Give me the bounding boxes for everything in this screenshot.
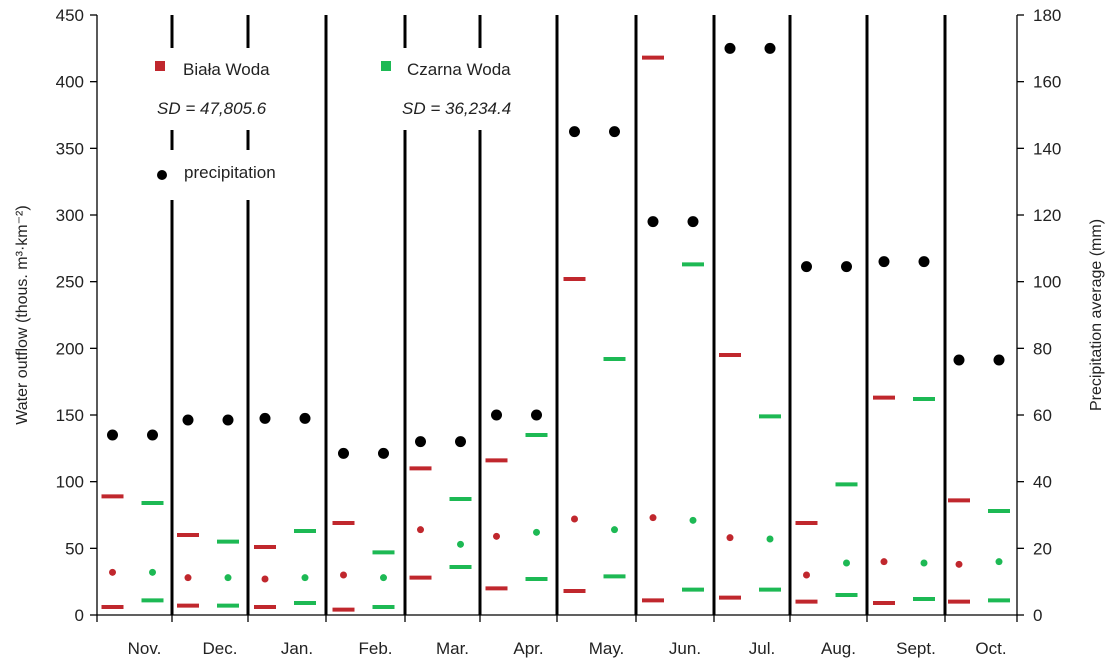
- left-tick-label: 250: [56, 273, 84, 292]
- x-category-label: Jan.: [281, 639, 313, 658]
- left-tick-label: 350: [56, 139, 84, 158]
- left-axis-title: Water outflow (thous. m³·km⁻²): [14, 205, 31, 424]
- x-category-label: Feb.: [358, 639, 392, 658]
- legend-sd-biala: SD = 47,805.6: [157, 99, 267, 118]
- precipitation-point: [182, 414, 194, 426]
- right-tick-label: 60: [1033, 406, 1052, 425]
- precipitation-point: [993, 354, 1005, 366]
- precipitation-point: [724, 42, 736, 54]
- precipitation-point: [455, 436, 466, 448]
- precipitation-point: [107, 429, 118, 441]
- left-tick-label: 400: [56, 73, 84, 92]
- right-tick-label: 80: [1033, 339, 1052, 358]
- legend-box-biala: [145, 48, 305, 130]
- x-category-label: Sept.: [896, 639, 936, 658]
- legend-swatch-biala: [155, 61, 165, 71]
- czarna-woda-mean-point: [149, 568, 156, 576]
- precipitation-point: [764, 42, 776, 54]
- czarna-woda-mean-point: [301, 574, 309, 582]
- right-tick-label: 40: [1033, 473, 1052, 492]
- legend-label-biala: Biała Woda: [183, 60, 270, 79]
- right-tick-label: 180: [1033, 6, 1061, 25]
- biala-woda-mean-point: [109, 568, 116, 576]
- precipitation-point: [259, 412, 271, 424]
- precipitation-point: [378, 447, 389, 459]
- biala-woda-mean-point: [493, 532, 500, 540]
- precipitation-point: [878, 256, 890, 268]
- left-tick-label: 300: [56, 206, 84, 225]
- precipitation-point: [609, 126, 620, 138]
- left-tick-label: 200: [56, 339, 84, 358]
- legend-sd-czarna: SD = 36,234.4: [402, 99, 511, 118]
- left-tick-label: 100: [56, 473, 84, 492]
- biala-woda-mean-point: [880, 558, 888, 566]
- x-category-label: Oct.: [975, 639, 1006, 658]
- precipitation-point: [491, 409, 502, 421]
- left-tick-label: 50: [65, 539, 84, 558]
- precipitation-point: [687, 216, 699, 228]
- x-category-label: May.: [589, 639, 625, 658]
- left-tick-label: 0: [75, 606, 84, 625]
- left-tick-label: 150: [56, 406, 84, 425]
- x-category-label: Jun.: [669, 639, 701, 658]
- right-tick-label: 120: [1033, 206, 1061, 225]
- czarna-woda-mean-point: [689, 516, 697, 524]
- legend-marker-precip: [157, 170, 167, 180]
- x-category-label: Apr.: [513, 639, 543, 658]
- precipitation-point: [918, 256, 930, 268]
- legend-label-precip: precipitation: [184, 163, 276, 182]
- czarna-woda-mean-point: [380, 574, 387, 582]
- biala-woda-mean-point: [955, 560, 963, 568]
- precipitation-point: [415, 436, 426, 448]
- czarna-woda-mean-point: [457, 540, 464, 548]
- precipitation-point: [801, 261, 812, 273]
- biala-woda-mean-point: [184, 574, 192, 582]
- precipitation-point: [147, 429, 158, 441]
- right-tick-label: 140: [1033, 139, 1061, 158]
- czarna-woda-mean-point: [920, 559, 928, 567]
- czarna-woda-mean-point: [224, 574, 232, 582]
- x-category-label: Nov.: [128, 639, 162, 658]
- biala-woda-mean-point: [571, 515, 578, 523]
- right-tick-label: 160: [1033, 73, 1061, 92]
- precipitation-point: [299, 412, 311, 424]
- precipitation-point: [338, 447, 349, 459]
- precipitation-point: [569, 126, 580, 138]
- precipitation-point: [531, 409, 542, 421]
- biala-woda-mean-point: [340, 571, 347, 579]
- left-tick-label: 450: [56, 6, 84, 25]
- biala-woda-mean-point: [726, 534, 734, 542]
- biala-woda-mean-point: [803, 571, 810, 579]
- czarna-woda-mean-point: [843, 559, 850, 567]
- precipitation-point: [953, 354, 965, 366]
- right-tick-label: 100: [1033, 273, 1061, 292]
- legend-box-precip: [145, 150, 305, 200]
- biala-woda-mean-point: [417, 526, 424, 534]
- czarna-woda-mean-point: [533, 528, 540, 536]
- x-category-label: Jul.: [749, 639, 775, 658]
- x-category-label: Mar.: [436, 639, 469, 658]
- right-tick-label: 20: [1033, 539, 1052, 558]
- right-tick-label: 0: [1033, 606, 1042, 625]
- x-category-label: Aug.: [821, 639, 856, 658]
- czarna-woda-mean-point: [766, 535, 774, 543]
- legend-swatch-czarna: [381, 61, 391, 71]
- precipitation-point: [841, 261, 852, 273]
- czarna-woda-mean-point: [995, 558, 1003, 566]
- legend-box-czarna: [370, 48, 546, 130]
- precipitation-point: [222, 414, 234, 426]
- legend-label-czarna: Czarna Woda: [407, 60, 511, 79]
- x-category-label: Dec.: [203, 639, 238, 658]
- biala-woda-mean-point: [649, 514, 657, 522]
- czarna-woda-mean-point: [611, 526, 618, 534]
- precipitation-point: [647, 216, 659, 228]
- right-axis-title: Precipitation average (mm): [1088, 219, 1105, 411]
- biala-woda-mean-point: [261, 575, 269, 583]
